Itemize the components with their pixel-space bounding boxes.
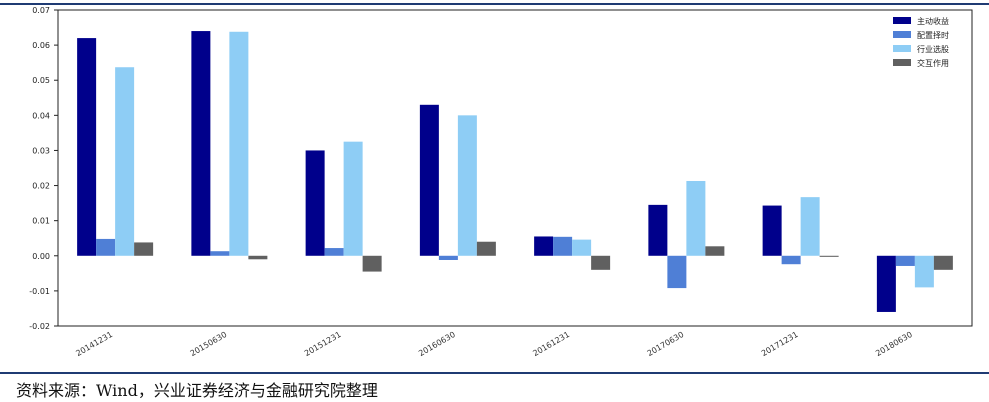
bar-2 xyxy=(210,251,230,256)
x-tick-label: 20160630 xyxy=(417,330,457,358)
bar-3 xyxy=(914,255,934,288)
bar-3 xyxy=(686,180,706,256)
x-tick-label: 20161231 xyxy=(531,330,571,358)
bar-4 xyxy=(248,255,268,260)
x-tick-label: 20150630 xyxy=(189,330,229,358)
y-tick-label: 0.06 xyxy=(32,41,50,50)
x-tick-label: 20180630 xyxy=(874,330,914,358)
bar-1 xyxy=(876,255,896,312)
bar-chart: 0.07 0.06 0.05 0.04 0.03 0.02 0.01 0.00 -0.01 -0.… xyxy=(29,6,973,358)
bar-1 xyxy=(648,204,668,256)
bar-3 xyxy=(115,67,135,256)
top-rule xyxy=(0,3,989,5)
bar-4 xyxy=(819,255,839,257)
y-tick-label: -0.02 xyxy=(29,322,50,331)
y-tick-label: 0.05 xyxy=(32,76,50,85)
y-tick-label: -0.01 xyxy=(29,287,50,296)
bar-1 xyxy=(534,236,554,256)
bar-2 xyxy=(781,255,801,265)
x-tick-label: 20170630 xyxy=(646,330,686,358)
bar-4 xyxy=(134,242,154,256)
legend-swatch xyxy=(893,31,911,38)
bar-2 xyxy=(438,255,458,260)
legend-swatch xyxy=(893,45,911,52)
bar-3 xyxy=(229,31,249,256)
bar-1 xyxy=(77,38,97,256)
bar-1 xyxy=(762,205,782,256)
source-note: 资料来源：Wind，兴业证券经济与金融研究院整理 xyxy=(16,381,378,400)
plot-frame xyxy=(57,9,973,327)
legend-label: 交互作用 xyxy=(917,58,949,68)
y-tick-label: 0.04 xyxy=(32,111,50,120)
bar-3 xyxy=(343,141,363,256)
bar-3 xyxy=(457,115,477,256)
y-tick-label: 0.00 xyxy=(32,252,50,261)
bar-4 xyxy=(933,255,953,270)
bar-4 xyxy=(362,255,382,272)
legend-label: 配置择时 xyxy=(917,30,949,40)
bar-1 xyxy=(191,31,211,256)
bar-2 xyxy=(895,255,915,266)
bar-4 xyxy=(705,246,725,256)
legend-swatch xyxy=(893,59,911,66)
legend-label: 主动收益 xyxy=(917,16,949,26)
bar-3 xyxy=(800,197,820,256)
bar-2 xyxy=(553,236,573,256)
bar-2 xyxy=(667,255,687,289)
bar-2 xyxy=(96,238,116,256)
bar-1 xyxy=(419,104,439,256)
bar-4 xyxy=(591,255,611,270)
y-tick-label: 0.03 xyxy=(32,146,50,155)
bar-2 xyxy=(324,248,344,256)
chart: 0.07 0.06 0.05 0.04 0.03 0.02 0.01 0.00 -0.01 -0.… xyxy=(0,6,989,370)
legend-swatch xyxy=(893,17,911,24)
bar-4 xyxy=(476,241,496,256)
bottom-rule xyxy=(0,372,989,374)
bar-3 xyxy=(572,239,592,256)
x-tick-label: 20171231 xyxy=(760,330,800,358)
y-tick-label: 0.02 xyxy=(32,182,50,191)
y-tick-label: 0.07 xyxy=(32,6,50,15)
y-tick-label: 0.01 xyxy=(32,217,50,226)
bar-1 xyxy=(305,150,325,256)
legend-label: 行业选股 xyxy=(917,44,949,54)
x-tick-label: 20151231 xyxy=(303,330,343,358)
x-tick-label: 20141231 xyxy=(74,330,114,358)
